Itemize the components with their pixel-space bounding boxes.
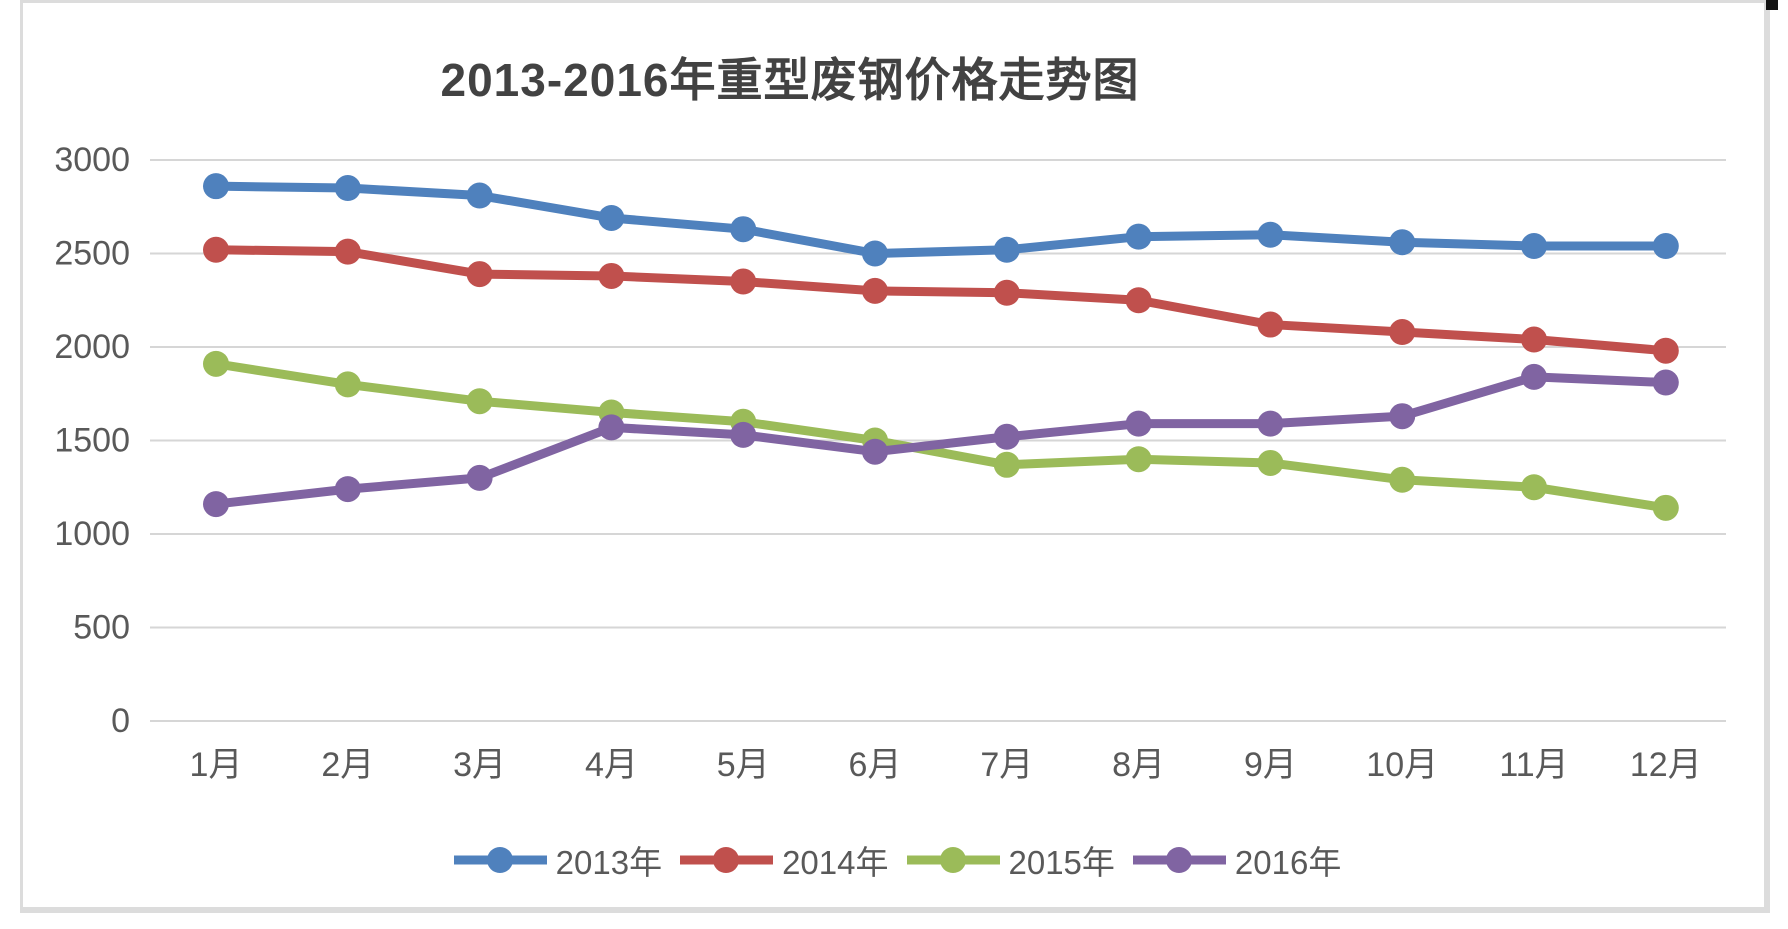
data-point-2016年 <box>598 414 625 441</box>
x-axis-tick-label: 4月 <box>585 746 638 784</box>
legend-item-2015年: 2015年 <box>905 836 1115 884</box>
x-axis-tick-label: 5月 <box>717 746 770 784</box>
x-axis-tick-label: 3月 <box>453 746 506 784</box>
data-point-2013年 <box>1389 229 1416 256</box>
data-point-2016年 <box>203 491 229 518</box>
data-point-2014年 <box>1521 326 1547 353</box>
data-point-2014年 <box>730 268 757 295</box>
data-point-2016年 <box>1257 410 1284 437</box>
series-line-2015年 <box>211 359 1671 513</box>
data-point-2014年 <box>993 279 1020 306</box>
data-point-2014年 <box>598 262 625 289</box>
y-axis-tick-label: 3000 <box>54 141 130 179</box>
y-axis-tick-label: 1500 <box>54 422 130 460</box>
data-point-2013年 <box>993 236 1020 263</box>
data-point-2013年 <box>1652 233 1679 260</box>
data-point-2016年 <box>1389 403 1416 430</box>
data-point-2013年 <box>203 173 229 200</box>
data-point-2014年 <box>1257 311 1284 338</box>
data-point-2013年 <box>730 216 757 243</box>
chart-legend: 2013年 2014年 2015年 2016年 <box>22 838 1771 882</box>
data-point-2013年 <box>862 240 888 267</box>
data-point-2013年 <box>466 182 493 209</box>
data-point-2015年 <box>1125 446 1152 473</box>
data-point-2014年 <box>334 238 361 265</box>
y-axis-tick-label: 2000 <box>54 328 130 366</box>
series-line-2014年 <box>211 245 1671 356</box>
data-point-2013年 <box>1257 221 1284 248</box>
data-point-2015年 <box>993 451 1020 478</box>
legend-item-2014年: 2014年 <box>678 836 889 884</box>
legend-marker-icon <box>453 847 547 873</box>
chart-title: 2013-2016年重型废钢价格走势图 <box>440 54 1140 106</box>
y-axis-tick-label: 1000 <box>54 515 130 553</box>
data-point-2015年 <box>1521 474 1547 501</box>
data-point-2014年 <box>466 261 493 288</box>
x-axis-tick-label: 8月 <box>1112 746 1165 784</box>
x-axis-tick-label: 12月 <box>1630 746 1702 784</box>
data-point-2014年 <box>203 236 229 263</box>
data-point-2015年 <box>203 350 229 377</box>
y-axis-tick-label: 0 <box>111 702 130 740</box>
data-point-2013年 <box>1521 233 1547 260</box>
chart-frame <box>20 0 1770 913</box>
data-point-2016年 <box>862 438 888 465</box>
legend-label: 2013年 <box>555 844 663 881</box>
data-point-2016年 <box>466 464 493 491</box>
data-point-2014年 <box>1652 337 1679 364</box>
data-point-2016年 <box>334 476 361 503</box>
data-point-2016年 <box>993 423 1020 450</box>
x-axis-tick-label: 9月 <box>1244 746 1297 784</box>
series-line-2016年 <box>211 372 1671 509</box>
series-line-2013年 <box>211 181 1671 258</box>
data-point-2016年 <box>730 421 757 448</box>
legend-marker-icon <box>906 847 1000 873</box>
legend-label: 2015年 <box>1008 844 1115 881</box>
data-point-2016年 <box>1521 363 1547 390</box>
y-axis-tick-label: 2500 <box>54 235 130 273</box>
legend-label: 2014年 <box>782 844 889 881</box>
data-point-2014年 <box>1125 287 1152 314</box>
data-point-2013年 <box>1125 223 1152 250</box>
data-point-2015年 <box>334 371 361 398</box>
y-axis-tick-label: 500 <box>73 609 130 647</box>
x-axis-tick-label: 7月 <box>980 746 1033 784</box>
data-point-2014年 <box>862 277 888 304</box>
x-axis-tick-label: 10月 <box>1366 746 1438 784</box>
data-point-2016年 <box>1125 410 1152 437</box>
corner-mark <box>1766 0 1778 10</box>
x-axis-tick-label: 11月 <box>1499 746 1568 784</box>
data-point-2014年 <box>1389 319 1416 346</box>
data-point-2015年 <box>1652 494 1679 521</box>
x-axis-tick-label: 1月 <box>190 746 243 784</box>
legend-label: 2016年 <box>1234 844 1342 881</box>
data-point-2013年 <box>598 204 625 231</box>
data-point-2015年 <box>1389 466 1416 493</box>
legend-marker-icon <box>1132 847 1226 873</box>
x-axis-tick-label: 6月 <box>849 746 902 784</box>
legend-marker-icon <box>680 847 774 873</box>
legend-item-2016年: 2016年 <box>1131 836 1341 884</box>
data-point-2016年 <box>1652 369 1679 396</box>
data-point-2015年 <box>466 388 493 415</box>
data-point-2015年 <box>1257 449 1284 476</box>
legend-item-2013年: 2013年 <box>452 836 662 884</box>
data-point-2013年 <box>334 175 361 202</box>
x-axis-tick-label: 2月 <box>321 746 374 784</box>
